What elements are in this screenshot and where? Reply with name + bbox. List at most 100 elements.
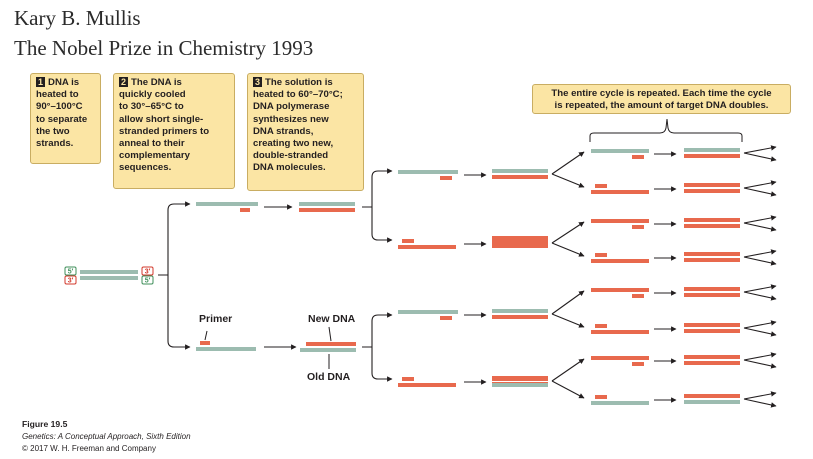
- col6-strand-a-4: [684, 287, 740, 291]
- arrow-down-branch: [167, 275, 191, 350]
- step-3-line: synthesizes new: [253, 113, 329, 125]
- arrow-top-up: [371, 168, 393, 207]
- col3-strand-new-3: [398, 383, 456, 387]
- step-1-text: DNA is heated to 90°–100°C to separate the t…: [36, 77, 95, 150]
- step-2-line: The DNA is: [131, 77, 182, 88]
- col5-primer-4: [632, 294, 644, 298]
- arrow-up-branch: [167, 201, 191, 275]
- col4-new-1b: [492, 242, 548, 246]
- fan-up-1: [551, 221, 585, 244]
- cycle-brace: [589, 118, 743, 142]
- step-2-line: sequences.: [119, 162, 172, 174]
- col6-strand-b-1: [684, 189, 740, 193]
- fan-up-3: [551, 358, 585, 382]
- out-down-7: [743, 398, 777, 408]
- primer-top: [240, 208, 250, 212]
- col5-new-4: [591, 288, 649, 292]
- arrow-bottom-up: [371, 312, 393, 347]
- col4-old-3: [492, 383, 548, 387]
- fan-down-0: [551, 173, 585, 188]
- five-prime-left: 5′: [64, 266, 77, 276]
- figure-book: Genetics: A Conceptual Approach, Sixth E…: [22, 432, 191, 441]
- single-strand-bottom: [196, 347, 256, 351]
- out-up-2: [743, 215, 777, 224]
- col3-strand-new-1: [398, 245, 456, 249]
- arrow-bottom-down: [371, 347, 393, 382]
- arrows: [158, 145, 777, 408]
- primer-pointer: [204, 330, 208, 341]
- template-strand-bottom: [80, 276, 138, 280]
- primer-label: Primer: [199, 313, 233, 325]
- step-1-line: heated to: [36, 89, 79, 101]
- out-up-0: [743, 145, 777, 154]
- col6-strand-b-0: [684, 154, 740, 158]
- step-2-line: complementary: [119, 150, 190, 162]
- step-3-line: DNA strands,: [253, 125, 314, 137]
- out-down-1: [743, 187, 777, 197]
- col5-primer-1: [595, 184, 607, 188]
- step-2-line: anneal to their: [119, 138, 185, 150]
- col5-new-2: [591, 219, 649, 223]
- new-strand-top: [299, 208, 355, 212]
- col3-primer-1: [402, 239, 414, 243]
- col5-new-5: [591, 330, 649, 334]
- col6-strand-a-5: [684, 323, 740, 327]
- out-down-3: [743, 256, 777, 266]
- col5-primer-6: [632, 362, 644, 366]
- step-3-line: The solution is: [265, 77, 333, 88]
- step-2-number: 2: [119, 77, 129, 87]
- step-3-line: heated to 60°–70°C;: [253, 89, 343, 101]
- col5-primer-5: [595, 324, 607, 328]
- step-3-number: 3: [253, 77, 263, 87]
- col6-strand-a-7: [684, 394, 740, 398]
- fan-down-1: [551, 242, 585, 257]
- step-2-line: quickly cooled: [119, 89, 186, 101]
- col4-strand-b-0: [492, 175, 548, 179]
- out-up-4: [743, 284, 777, 293]
- col4-strand-a-0-b: [492, 169, 548, 173]
- svg-text:3′: 3′: [145, 269, 151, 276]
- svg-text:5′: 5′: [145, 278, 151, 285]
- step-3-line: double-stranded: [253, 150, 329, 162]
- five-prime-right: 5′: [141, 275, 154, 285]
- template-strand-top: [80, 270, 138, 274]
- fan-up-0: [551, 151, 585, 175]
- col6-strand-b-6: [684, 361, 740, 365]
- step-2-line: stranded primers to: [119, 125, 210, 137]
- step-3-line: DNA polymerase: [253, 101, 330, 113]
- figure-title: Figure 19.5: [22, 419, 68, 429]
- three-prime-right: 3′: [141, 266, 154, 276]
- out-up-5: [743, 320, 777, 329]
- step-3-box: 3 The solution is heated to 60°–70°C; DNA p…: [247, 73, 364, 191]
- col3-strand-old-0: [398, 170, 458, 174]
- cycle-note: The entire cycle is repeated. Each time …: [532, 84, 791, 114]
- col6-strand-b-2: [684, 224, 740, 228]
- col5-primer-0: [632, 155, 644, 159]
- col5-primer-2: [632, 225, 644, 229]
- step-3-line: creating two new,: [253, 138, 334, 150]
- new-dna-label: New DNA: [308, 313, 356, 325]
- step-1-line: DNA is: [48, 77, 80, 88]
- out-up-6: [743, 352, 777, 361]
- col6-strand-a-6: [684, 355, 740, 359]
- arrow-top-down: [371, 207, 393, 243]
- col6-strand-a-0: [684, 148, 740, 152]
- step-1-box: 1 DNA is heated to 90°–100°C to separate the …: [30, 73, 101, 164]
- col3-primer-2: [440, 316, 452, 320]
- step-2-text: The DNA is quickly cooled to 30°–65°C to al…: [119, 77, 229, 175]
- out-down-5: [743, 327, 777, 337]
- out-down-6: [743, 359, 777, 369]
- step-1-line: to separate: [36, 113, 88, 125]
- col5-new-6: [591, 356, 649, 360]
- svg-text:5′: 5′: [68, 269, 74, 276]
- step-1-line: the two: [36, 125, 70, 137]
- col6-strand-b-4: [684, 293, 740, 297]
- col6-strand-b-7: [684, 400, 740, 404]
- primer-bottom: [200, 341, 210, 345]
- step-1-line: 90°–100°C: [36, 101, 83, 113]
- col6-strand-a-2: [684, 218, 740, 222]
- step-1-number: 1: [36, 77, 46, 87]
- dna-strands: [80, 148, 740, 405]
- svg-text:3′: 3′: [68, 278, 74, 285]
- fan-up-2: [551, 290, 585, 315]
